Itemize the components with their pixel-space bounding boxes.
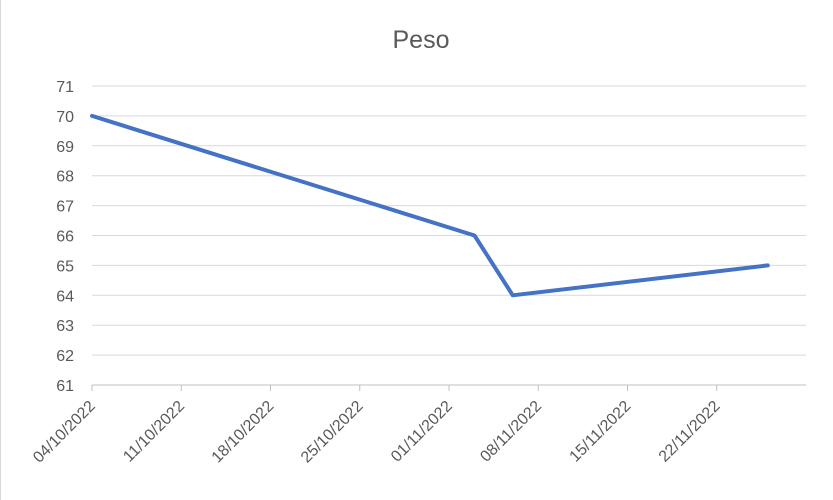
x-tick-label: 11/10/2022 <box>120 398 188 466</box>
y-tick-label: 69 <box>56 139 74 156</box>
chart-title: Peso <box>393 26 450 54</box>
y-tick-label: 63 <box>56 318 74 335</box>
series-line <box>90 113 770 298</box>
x-tick-label: 15/11/2022 <box>567 398 635 466</box>
x-tick-label: 04/10/2022 <box>30 398 99 467</box>
y-tick-label: 64 <box>56 288 74 305</box>
series-layer <box>90 113 770 298</box>
x-tick-label: 18/10/2022 <box>209 398 278 467</box>
y-tick-label: 62 <box>56 348 74 365</box>
y-tick-label: 61 <box>56 378 74 395</box>
y-tick-label: 68 <box>56 169 74 186</box>
gridlines <box>92 85 806 356</box>
y-tick-label: 65 <box>56 258 74 275</box>
x-tick-label: 22/11/2022 <box>656 398 724 466</box>
x-axis-tick-labels: 04/10/2022 11/10/2022 18/10/2022 25/10/2022… <box>30 398 723 467</box>
x-tick-label: 25/10/2022 <box>298 398 367 467</box>
x-axis <box>91 384 806 391</box>
x-tick-label: 01/11/2022 <box>388 398 456 466</box>
y-tick-label: 67 <box>56 199 74 216</box>
y-tick-label: 66 <box>56 229 74 246</box>
x-tick-label: 08/11/2022 <box>477 398 545 466</box>
y-tick-label: 71 <box>56 79 74 96</box>
y-tick-label: 70 <box>56 109 74 126</box>
y-axis-tick-labels: 61 62 63 64 65 66 67 68 69 70 71 <box>56 79 74 395</box>
